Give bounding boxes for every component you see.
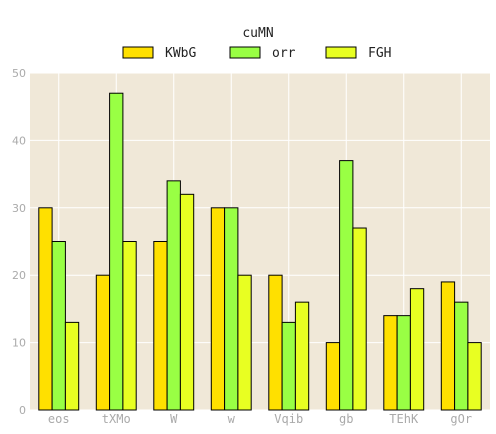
bar-FGH-tXMo: [122, 241, 137, 411]
bar-orr-Vqib: [281, 321, 296, 411]
legend: KWbG orr FGH: [122, 46, 391, 61]
y-tick-label: 10: [12, 337, 26, 350]
bars: [38, 92, 482, 411]
bar-orr-tXMo: [109, 92, 124, 411]
y-tick-label: 40: [12, 134, 26, 147]
bar-FGH-gOr: [467, 342, 482, 411]
x-tick-label: gOr: [450, 412, 472, 426]
bar-FGH-gb: [352, 227, 367, 411]
x-tick-label: Vqib: [274, 412, 303, 426]
y-tick-label: 50: [12, 67, 26, 80]
bar-orr-W: [166, 180, 181, 411]
bar-orr-gb: [339, 160, 354, 411]
bar-KWbG-eos: [38, 207, 53, 411]
x-tick-label: TEhK: [389, 412, 419, 426]
x-tick-label: W: [170, 412, 178, 426]
legend-title: cuMN: [242, 26, 273, 41]
bar-FGH-W: [179, 193, 195, 411]
x-tick-label: eos: [48, 412, 70, 426]
bar-FGH-TEhK: [409, 288, 425, 411]
y-tick-label: 20: [12, 269, 26, 282]
bar-orr-w: [224, 207, 239, 411]
bar-FGH-Vqib: [294, 301, 310, 411]
y-tick-label: 0: [19, 404, 26, 417]
bar-KWbG-tXMo: [95, 274, 111, 411]
legend-swatch-KWbG: [122, 46, 154, 59]
bar-orr-gOr: [454, 301, 469, 411]
bar-KWbG-TEhK: [383, 315, 398, 411]
legend-swatch-FGH: [325, 46, 357, 59]
legend-swatch-orr: [229, 46, 261, 59]
legend-label-FGH: FGH: [368, 46, 391, 61]
bar-FGH-eos: [64, 321, 80, 411]
bar-KWbG-gb: [325, 342, 341, 411]
legend-label-orr: orr: [272, 46, 296, 61]
x-tick-label: tXMo: [102, 412, 131, 426]
bar-KWbG-Vqib: [268, 274, 283, 411]
bar-FGH-w: [237, 274, 252, 411]
bar-orr-eos: [51, 241, 66, 411]
bar-KWbG-gOr: [440, 281, 456, 411]
bar-KWbG-w: [210, 207, 226, 411]
y-tick-label: 30: [12, 202, 26, 215]
y-tick-labels: 0 10 20 30 40 50: [12, 67, 26, 417]
legend-label-KWbG: KWbG: [165, 46, 196, 61]
x-tick-label: w: [228, 412, 236, 426]
x-tick-label: gb: [339, 412, 353, 426]
bar-KWbG-W: [153, 241, 168, 411]
bar-orr-TEhK: [396, 315, 411, 411]
